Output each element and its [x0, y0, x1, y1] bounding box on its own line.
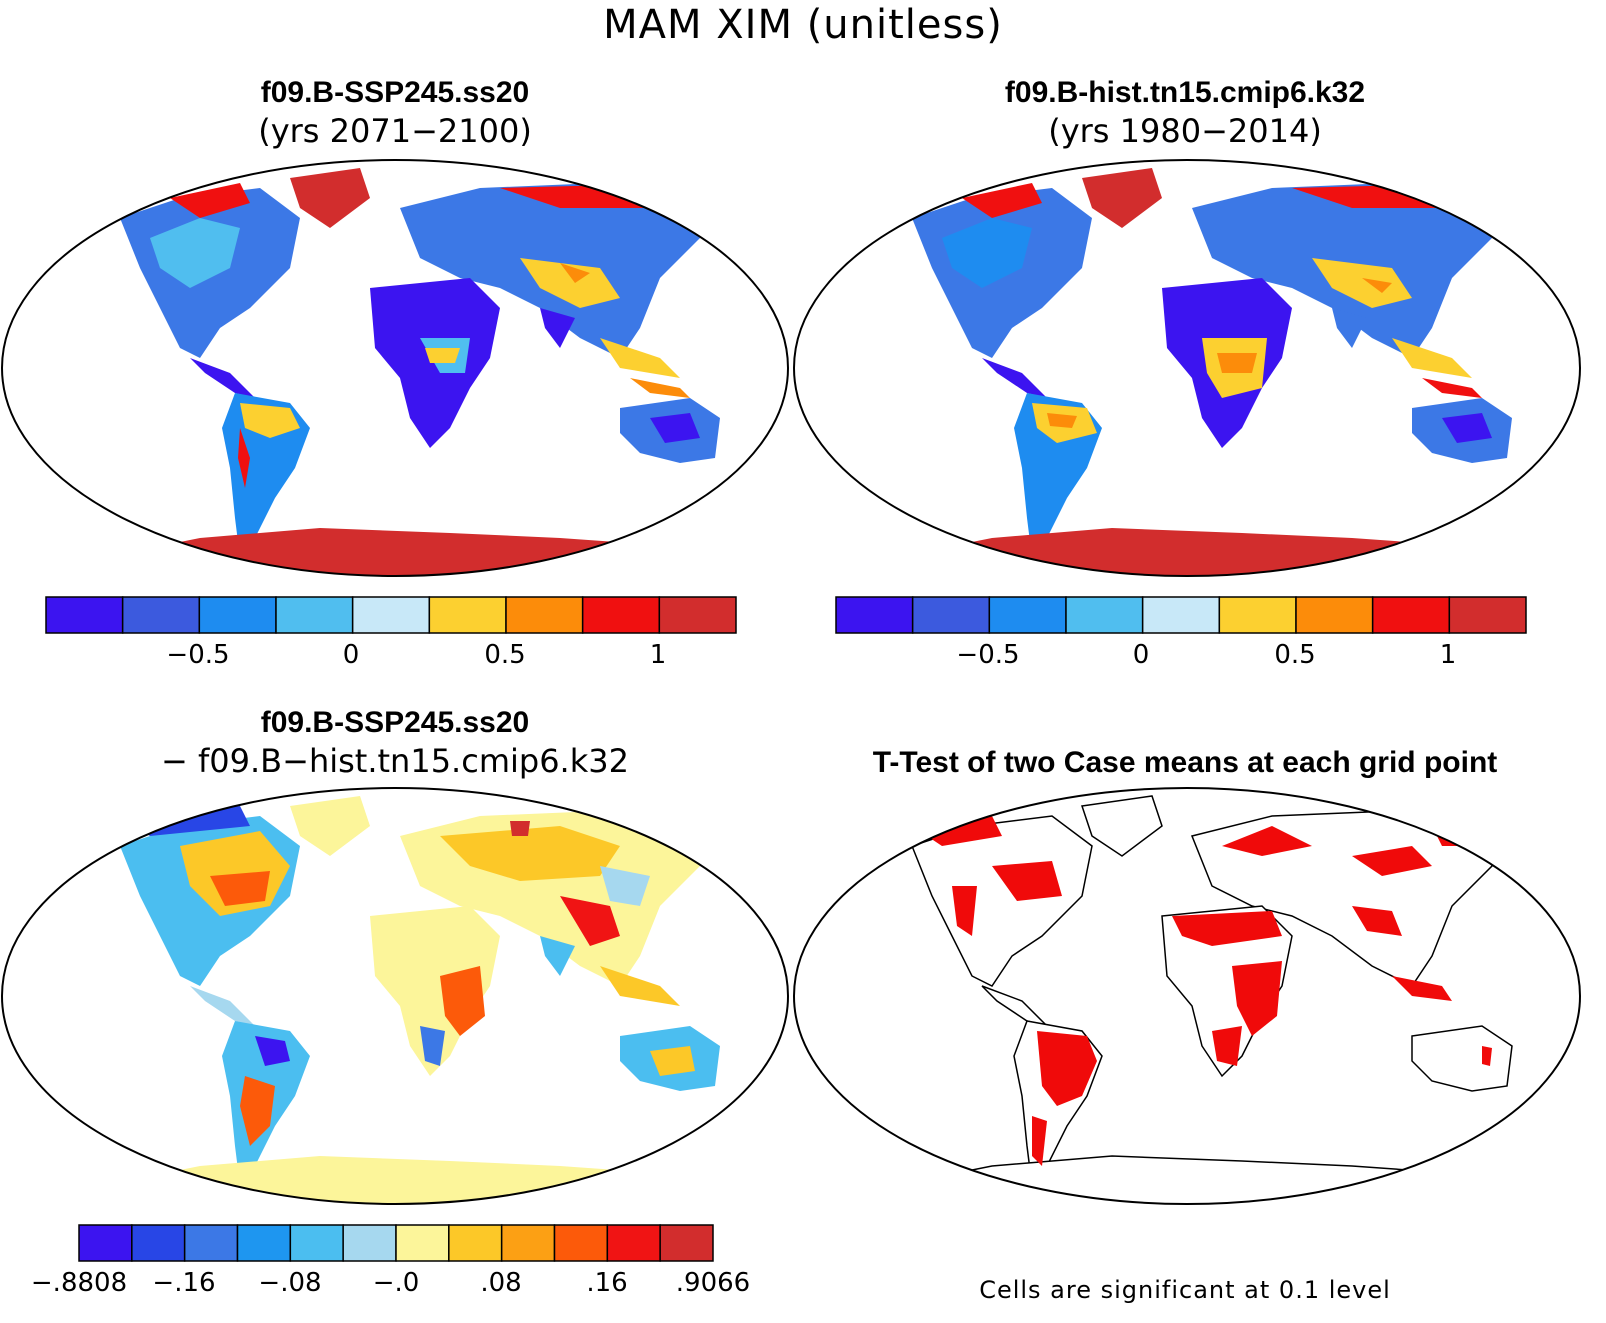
- colorbar-swatch: [45, 596, 124, 634]
- landmass-greenland: [290, 168, 370, 228]
- tick-label: .9066: [675, 1268, 751, 1298]
- colorbar-swatch: [553, 1224, 609, 1262]
- colorbar-swatch: [1141, 596, 1221, 634]
- colorbar-swatch: [351, 596, 431, 634]
- tick-label: −.8808: [30, 1268, 128, 1298]
- map-top-right: [793, 159, 1581, 577]
- colorbar-swatch: [835, 596, 914, 634]
- colorbar-swatch: [1295, 596, 1374, 634]
- colorbar-swatch: [1065, 596, 1144, 634]
- panel-bottom-left-title: f09.B-SSP245.ss20: [260, 706, 530, 739]
- landmass-antarctica: [794, 528, 1580, 576]
- landmass-africa: [1161, 905, 1293, 1078]
- tick-label: 0.5: [1274, 640, 1316, 670]
- tick-label: −0.5: [956, 640, 1020, 670]
- panel-bottom-left-subtitle: − f09.B−hist.tn15.cmip6.k32: [161, 742, 629, 780]
- colorbar-bottom-left: [78, 1224, 714, 1262]
- colorbar-swatch: [395, 1224, 450, 1262]
- landmass-greenland: [1081, 795, 1163, 857]
- colorbar-swatch: [198, 596, 277, 634]
- map-bottom-left: [1, 787, 789, 1205]
- figure-title: MAM XIM (unitless): [603, 2, 1003, 48]
- panel-top-left-subtitle: (yrs 2071−2100): [258, 112, 532, 150]
- colorbar-swatch: [78, 1224, 133, 1262]
- colorbar-swatch: [428, 596, 507, 634]
- landmass-greenland: [290, 796, 370, 856]
- colorbar-swatch: [581, 596, 661, 634]
- landmass-south-america: [222, 393, 310, 558]
- landmass-australia: [1411, 1025, 1513, 1092]
- colorbar-swatch: [121, 596, 201, 634]
- colorbar-swatch: [289, 1224, 344, 1262]
- tick-label: 1: [649, 640, 667, 670]
- colorbar-top-right: [835, 596, 1527, 634]
- colorbar-top-right-ticks: −0.5 0 0.5 1: [790, 640, 1580, 674]
- tick-label: −0.5: [166, 640, 230, 670]
- landmass-antarctica: [2, 528, 788, 576]
- panel-top-right-title: f09.B-hist.tn15.cmip6.k32: [1004, 76, 1366, 109]
- colorbar-top-left: [45, 596, 737, 634]
- tick-label: 1: [1439, 640, 1457, 670]
- tick-label: 0.5: [484, 640, 526, 670]
- tick-label: −.08: [258, 1268, 322, 1298]
- colorbar-swatch: [131, 1224, 186, 1262]
- tick-label: .16: [586, 1268, 628, 1298]
- colorbar-swatch: [1218, 596, 1297, 634]
- colorbar-swatch: [505, 596, 584, 634]
- colorbar-swatch: [1371, 596, 1451, 634]
- landmass-antarctica: [2, 1156, 788, 1204]
- colorbar-swatch: [448, 1224, 503, 1262]
- tick-label: 0: [1132, 640, 1150, 670]
- tick-label: −.0: [372, 1268, 420, 1298]
- colorbar-swatch: [606, 1224, 661, 1262]
- landmass-africa: [370, 906, 500, 1076]
- significance-footnote: Cells are significant at 0.1 level: [979, 1276, 1391, 1304]
- landmass-greenland: [1082, 168, 1162, 228]
- colorbar-top-left-ticks: −0.5 0 0.5 1: [0, 640, 790, 674]
- panel-top-left-title: f09.B-SSP245.ss20: [260, 76, 530, 109]
- colorbar-swatch: [911, 596, 991, 634]
- landmass-antarctica: [794, 1155, 1580, 1204]
- colorbar-swatch: [988, 596, 1067, 634]
- tick-label: 0: [342, 640, 360, 670]
- panel-bottom-right-title: T-Test of two Case means at each grid po…: [872, 746, 1498, 779]
- colorbar-bottom-left-ticks: −.8808 −.16 −.08 −.0 .08 .16 .9066: [0, 1268, 790, 1302]
- tick-label: .08: [480, 1268, 522, 1298]
- map-bottom-right: [793, 787, 1581, 1205]
- landmass-north-america: [911, 815, 1093, 987]
- colorbar-swatch: [659, 1224, 714, 1262]
- colorbar-swatch: [236, 1224, 292, 1262]
- colorbar-swatch: [275, 596, 354, 634]
- colorbar-swatch: [183, 1224, 239, 1262]
- colorbar-swatch: [658, 596, 737, 634]
- colorbar-swatch: [500, 1224, 556, 1262]
- tick-label: −.16: [152, 1268, 216, 1298]
- panel-top-right-subtitle: (yrs 1980−2014): [1048, 112, 1322, 150]
- colorbar-swatch: [342, 1224, 397, 1262]
- map-top-left: [1, 159, 789, 577]
- colorbar-swatch: [1448, 596, 1527, 634]
